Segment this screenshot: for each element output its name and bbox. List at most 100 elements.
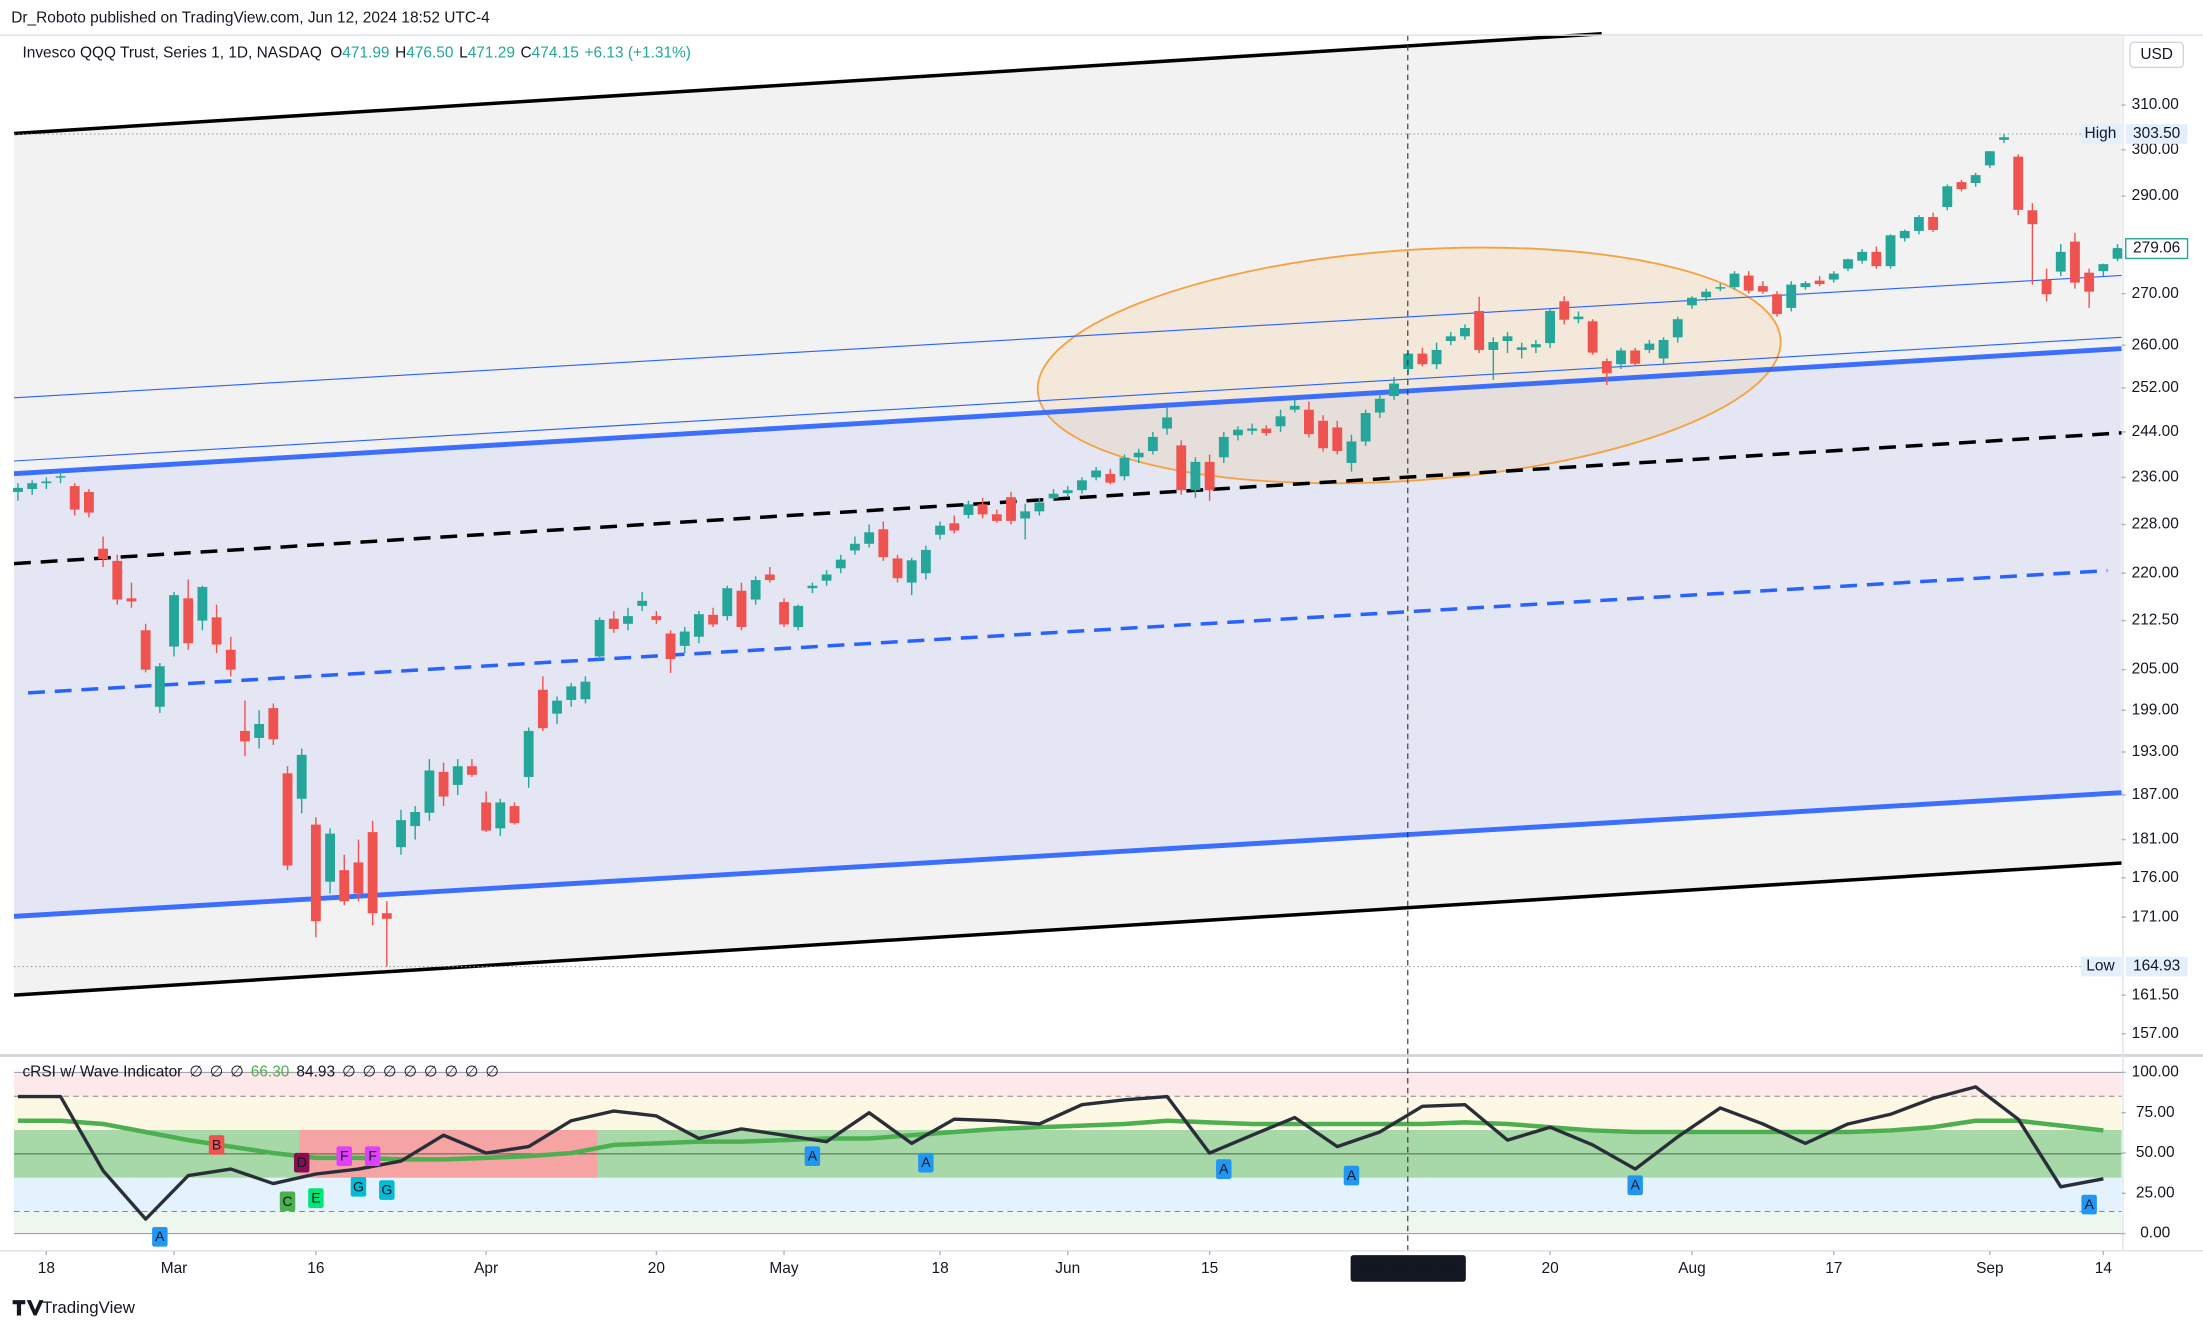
- candle-body: [963, 504, 974, 515]
- indicator-value: 84.93: [296, 1063, 335, 1080]
- candle-body: [1389, 383, 1399, 397]
- candle-body: [1374, 398, 1385, 413]
- x-tick-label: 17: [1825, 1260, 1842, 1277]
- candle-body: [1828, 273, 1839, 280]
- candle-body: [1885, 235, 1896, 267]
- candle-body: [1984, 151, 1995, 166]
- candle-body: [523, 730, 534, 777]
- last-price: 279.06: [2133, 240, 2180, 257]
- y-tick-label: 252.00: [2132, 379, 2179, 396]
- y-tick-label: 171.00: [2132, 908, 2179, 925]
- wave-marker: [379, 1180, 395, 1200]
- indicator-value: ∅: [485, 1063, 498, 1080]
- wave-marker: [152, 1226, 168, 1247]
- candle-body: [1843, 259, 1853, 269]
- candle-body: [1020, 511, 1031, 519]
- candle-body: [1502, 336, 1513, 342]
- candle-body: [254, 723, 265, 738]
- wave-marker-label: G: [381, 1181, 392, 1197]
- candle-body: [1573, 316, 1584, 320]
- publisher: Dr_Roboto published on TradingView.com, …: [11, 9, 490, 26]
- extreme-value-bg: [2125, 124, 2188, 144]
- candle-body: [1204, 461, 1215, 491]
- x-tick-label: Sep: [1976, 1260, 2003, 1277]
- indicator-value: ∅: [230, 1063, 243, 1080]
- candle-body: [1616, 350, 1626, 365]
- candle-body: [1474, 310, 1485, 350]
- currency: USD: [2140, 46, 2173, 63]
- candle-body: [424, 770, 435, 813]
- candle-body: [1247, 428, 1258, 431]
- ohlc-value: 471.99: [342, 44, 389, 61]
- candle-body: [935, 525, 945, 535]
- wave-marker: [208, 1135, 225, 1155]
- candle-body: [878, 529, 889, 558]
- extreme-value-bg: [2125, 956, 2188, 977]
- wave-marker-label: F: [340, 1148, 349, 1164]
- candle-body: [1360, 413, 1371, 442]
- candle-body: [1899, 230, 1910, 239]
- candle-body: [1190, 461, 1201, 491]
- candle-body: [2070, 241, 2080, 283]
- y-tick-label: 244.00: [2132, 423, 2179, 440]
- candle-body: [1233, 429, 1243, 436]
- candle-body: [1772, 294, 1782, 315]
- extreme-name: High: [2085, 125, 2117, 142]
- ohlc-value: 474.15: [532, 44, 579, 61]
- ohlc-key: C: [521, 44, 532, 61]
- y-tick-label: 199.00: [2132, 701, 2179, 718]
- candle-body: [240, 730, 250, 742]
- currency-box: [2129, 41, 2185, 69]
- candle-body: [2041, 280, 2052, 295]
- x-tick-label: Apr: [474, 1260, 498, 1277]
- candle-body: [1687, 297, 1697, 306]
- logo: TradingView: [12, 1298, 136, 1317]
- y-tick-label: 290.00: [2132, 187, 2179, 204]
- candle-body: [1701, 291, 1712, 298]
- candle-body: [850, 543, 860, 551]
- wave-marker-label: A: [921, 1154, 931, 1170]
- ohlc-key: H: [395, 44, 406, 61]
- candle-body: [1587, 321, 1598, 353]
- channel-upper: [13, 346, 2122, 477]
- wave-marker-label: A: [1347, 1167, 1357, 1183]
- candle-body: [1147, 436, 1158, 452]
- candle-body: [1942, 186, 1953, 208]
- y-tick-label: 193.00: [2132, 743, 2179, 760]
- change: +6.13 (+1.31%): [585, 44, 691, 61]
- candle-body: [1814, 280, 1825, 285]
- candle-body: [722, 588, 733, 617]
- candle-body: [623, 616, 633, 624]
- candle-body: [1261, 428, 1272, 434]
- candle-body: [467, 766, 477, 775]
- candle-body: [282, 773, 293, 866]
- candle-body: [154, 666, 165, 707]
- candle-body: [1318, 420, 1329, 449]
- candle-body: [651, 616, 662, 620]
- channel-lower: [13, 790, 2122, 919]
- indicator-value: 66.30: [251, 1063, 290, 1080]
- indicator-line: [17, 1085, 2104, 1221]
- y-tick-label: 300.00: [2132, 141, 2179, 158]
- candle-body: [1119, 457, 1130, 477]
- candle-body: [750, 580, 761, 600]
- candle-body: [1445, 336, 1456, 342]
- x-tick-label: Aug: [1678, 1260, 1705, 1277]
- wave-marker-label: B: [212, 1136, 221, 1152]
- y-tick-label: 310.00: [2132, 96, 2179, 113]
- candle-body: [537, 689, 548, 729]
- y-tick-label: 187.00: [2132, 786, 2179, 803]
- band: [14, 1211, 2122, 1235]
- extreme-value: 303.50: [2133, 125, 2180, 142]
- candle-body: [1275, 416, 1286, 427]
- candle-body: [1488, 342, 1499, 350]
- candle-body: [793, 605, 804, 628]
- candle-body: [552, 700, 562, 714]
- candle-body: [197, 586, 208, 621]
- candle-body: [1658, 339, 1669, 359]
- symbol: Invesco QQQ Trust, Series 1, 1D, NASDAQ: [22, 44, 321, 61]
- candle-body: [1516, 347, 1527, 350]
- candle-body: [1545, 310, 1555, 344]
- indicator-value: ∅: [444, 1063, 457, 1080]
